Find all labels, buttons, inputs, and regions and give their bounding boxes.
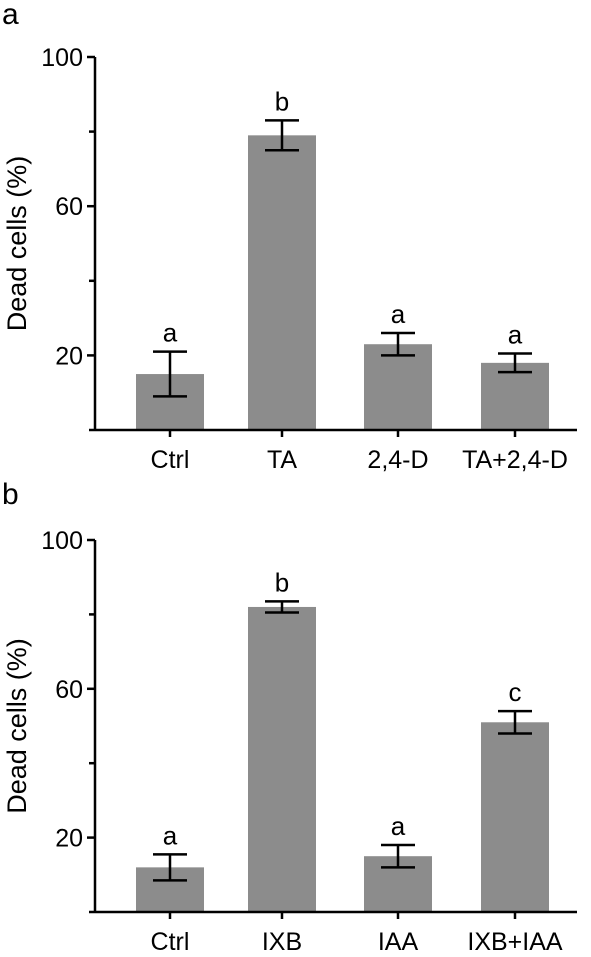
y-tick-label: 60 <box>55 676 83 704</box>
y-tick-label: 100 <box>41 527 83 555</box>
y-tick-label: 20 <box>55 342 83 370</box>
x-tick-label: IXB <box>262 928 302 956</box>
y-tick-label: 60 <box>55 193 83 221</box>
x-tick-label: Ctrl <box>151 928 190 956</box>
significance-label: a <box>391 811 406 841</box>
error-bar-Ctrl <box>153 350 187 398</box>
bar-TA <box>248 135 316 430</box>
significance-label: a <box>508 320 523 350</box>
error-bar-Ctrl <box>153 853 187 882</box>
significance-label: a <box>391 299 406 329</box>
y-tick-label: 100 <box>41 44 83 72</box>
x-tick-label: TA <box>267 446 297 474</box>
y-tick-label: 20 <box>55 825 83 853</box>
panel-label: b <box>2 478 19 511</box>
error-bar-IAA <box>381 843 415 869</box>
error-bar-IXB+IAA <box>498 709 532 735</box>
significance-label: b <box>275 567 289 597</box>
y-axis-title: Dead cells (%) <box>2 638 32 814</box>
x-tick-label: Ctrl <box>151 446 190 474</box>
significance-label: a <box>163 318 178 348</box>
significance-label: a <box>163 820 178 850</box>
significance-label: b <box>275 86 289 116</box>
chart-panel-b: b Dead cells (%) a b a c 20 60 100 Ctrl IXB IAA IXB+… <box>2 478 577 956</box>
panel-label: a <box>2 0 19 31</box>
x-tick-label: 2,4-D <box>367 446 428 474</box>
error-bar-TA+2,4-D <box>498 352 532 374</box>
error-bar-TA <box>265 119 299 152</box>
bar-IXB+IAA <box>481 722 549 912</box>
bar-TA+2,4-D <box>481 362 549 430</box>
x-tick-label: TA+2,4-D <box>462 446 568 474</box>
error-bar-2,4-D <box>381 331 415 357</box>
y-axis-title: Dead cells (%) <box>2 156 32 332</box>
bar-IXB <box>248 606 316 912</box>
x-tick-label: IAA <box>378 928 419 956</box>
error-bar-IXB <box>265 600 299 614</box>
x-tick-label: IXB+IAA <box>467 928 563 956</box>
bar-2,4-D <box>364 344 432 430</box>
significance-label: c <box>509 677 522 707</box>
chart-panel-a: a Dead cells (%) a b a a 20 60 100 Ctrl TA 2,4-D TA+… <box>2 0 577 474</box>
